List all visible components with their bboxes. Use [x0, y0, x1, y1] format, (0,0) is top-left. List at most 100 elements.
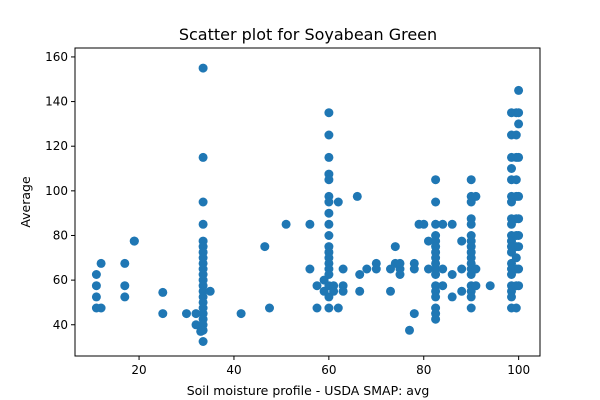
- scatter-point: [485, 281, 495, 291]
- scatter-point: [205, 286, 215, 296]
- scatter-point: [305, 264, 315, 274]
- scatter-point: [355, 270, 365, 279]
- scatter-point: [96, 258, 106, 268]
- scatter-point: [198, 337, 208, 346]
- scatter-point: [395, 258, 405, 268]
- scatter-point: [198, 219, 208, 229]
- plot-frame: [74, 47, 541, 357]
- scatter-point: [191, 309, 201, 319]
- scatter-point: [386, 286, 395, 296]
- scatter-point: [514, 108, 524, 118]
- scatter-point: [338, 286, 348, 296]
- scatter-point: [447, 219, 457, 229]
- scatter-point: [514, 264, 524, 274]
- scatter-point: [507, 164, 516, 173]
- scatter-point: [466, 175, 476, 185]
- scatter-point: [466, 303, 476, 313]
- scatter-point: [431, 292, 441, 302]
- scatter-point: [511, 253, 521, 263]
- scatter-point: [265, 303, 274, 313]
- scatter-point: [431, 314, 441, 324]
- scatter-point: [198, 152, 208, 162]
- scatter-point: [324, 108, 334, 118]
- scatter-point: [324, 231, 334, 240]
- y-tick-label: 160: [45, 50, 68, 64]
- scatter-point: [471, 264, 481, 274]
- scatter-point: [466, 219, 476, 229]
- x-tick-label: 100: [507, 363, 530, 377]
- x-tick-label: 40: [226, 363, 241, 377]
- scatter-point: [120, 281, 130, 291]
- scatter-point: [514, 119, 524, 129]
- scatter-point: [514, 231, 524, 240]
- scatter-point: [457, 236, 467, 246]
- scatter-point: [329, 286, 339, 296]
- scatter-point: [431, 270, 441, 279]
- scatter-point: [514, 242, 524, 252]
- scatter-point: [260, 242, 270, 252]
- scatter-point: [191, 320, 201, 330]
- scatter-point: [471, 281, 481, 291]
- scatter-point: [395, 270, 405, 279]
- scatter-point: [91, 270, 101, 279]
- scatter-point: [324, 175, 334, 185]
- scatter-point: [333, 197, 343, 207]
- scatter-point: [431, 175, 441, 185]
- scatter-point: [438, 281, 448, 291]
- scatter-point: [236, 309, 246, 319]
- scatter-point: [362, 264, 372, 274]
- scatter-point: [324, 130, 334, 140]
- scatter-point: [419, 219, 429, 229]
- scatter-point: [511, 175, 521, 185]
- scatter-point: [305, 219, 315, 229]
- scatter-point: [431, 197, 441, 207]
- scatter-point: [471, 191, 481, 201]
- scatter-point: [447, 292, 457, 302]
- scatter-point: [438, 264, 448, 274]
- scatter-point: [457, 286, 467, 296]
- scatter-point: [312, 303, 322, 313]
- scatter-point: [457, 264, 467, 274]
- scatter-point: [312, 281, 322, 291]
- scatter-point: [129, 236, 139, 246]
- chart-title: Scatter plot for Soyabean Green: [179, 25, 437, 44]
- scatter-point: [438, 219, 448, 229]
- scatter-point: [355, 286, 365, 296]
- scatter-point: [424, 236, 433, 246]
- scatter-point: [514, 85, 524, 95]
- scatter-point: [447, 270, 457, 279]
- scatter-point: [405, 325, 414, 335]
- scatter-points: [91, 63, 524, 346]
- scatter-point: [91, 292, 101, 302]
- scatter-point: [511, 130, 521, 140]
- scatter-point: [96, 303, 106, 313]
- scatter-point: [324, 208, 334, 218]
- x-axis-label: Soil moisture profile - USDA SMAP: avg: [187, 383, 430, 398]
- scatter-point: [281, 219, 291, 229]
- x-tick-label: 60: [321, 363, 336, 377]
- y-axis: 40 60 80 100 120 140 160: [45, 50, 75, 332]
- scatter-point: [371, 264, 381, 274]
- scatter-point: [182, 309, 191, 319]
- scatter-point: [466, 292, 476, 302]
- scatter-point: [431, 219, 441, 229]
- scatter-point: [324, 197, 334, 207]
- scatter-point: [338, 264, 348, 274]
- y-tick-label: 120: [45, 139, 68, 153]
- scatter-point: [120, 258, 130, 268]
- y-tick-label: 80: [53, 228, 68, 242]
- scatter-point: [324, 219, 334, 229]
- scatter-point: [324, 152, 334, 162]
- scatter-point: [409, 309, 419, 319]
- scatter-point: [390, 242, 400, 252]
- scatter-point: [511, 303, 521, 313]
- y-axis-label: Average: [18, 176, 33, 228]
- scatter-point: [352, 191, 362, 201]
- y-tick-label: 140: [45, 95, 68, 109]
- scatter-point: [91, 281, 101, 291]
- x-axis: 20 40 60 80 100: [131, 356, 530, 377]
- scatter-point: [514, 281, 524, 291]
- scatter-point: [514, 191, 524, 201]
- scatter-point: [324, 303, 334, 313]
